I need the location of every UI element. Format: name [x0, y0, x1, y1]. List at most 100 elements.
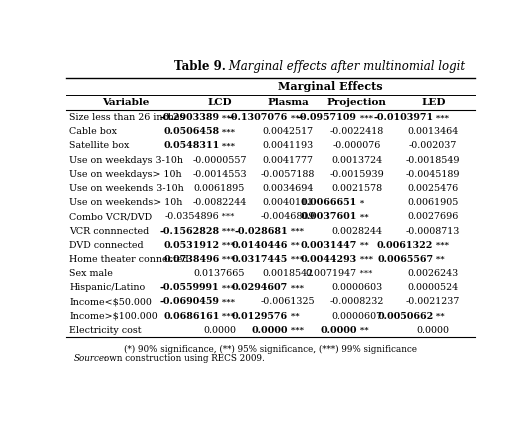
Text: -0.0022418: -0.0022418: [329, 127, 384, 136]
Text: 0.0042517: 0.0042517: [262, 127, 314, 136]
Text: 0.0000: 0.0000: [203, 326, 236, 335]
Text: ***: ***: [220, 142, 235, 150]
Text: 0.0000524: 0.0000524: [408, 283, 459, 292]
Text: -0.0021237: -0.0021237: [406, 298, 460, 306]
Text: 0.0129576: 0.0129576: [232, 312, 288, 321]
Text: ***: ***: [356, 114, 373, 122]
Text: -0.0045189: -0.0045189: [406, 170, 460, 179]
Text: ***: ***: [433, 241, 449, 249]
Text: Income>$100.000: Income>$100.000: [69, 312, 158, 321]
Text: Source:: Source:: [73, 354, 107, 363]
Text: (*) 90% significance, (**) 95% significance, (***) 99% significance: (*) 90% significance, (**) 95% significa…: [124, 344, 417, 354]
Text: 0.0026243: 0.0026243: [408, 269, 459, 278]
Text: Use on weekdays> 10h: Use on weekdays> 10h: [69, 170, 182, 179]
Text: -0.0018549: -0.0018549: [406, 156, 460, 165]
Text: 0.0061895: 0.0061895: [194, 184, 245, 193]
Text: ***: ***: [288, 326, 304, 334]
Text: 0.0000: 0.0000: [417, 326, 450, 335]
Text: ***: ***: [220, 312, 235, 320]
Text: ***: ***: [220, 298, 235, 306]
Text: ***: ***: [288, 114, 304, 122]
Text: -0.0957109: -0.0957109: [297, 113, 356, 122]
Text: **: **: [288, 241, 299, 249]
Text: -0.0000557: -0.0000557: [192, 156, 247, 165]
Text: Cable box: Cable box: [69, 127, 117, 136]
Text: Marginal Effects: Marginal Effects: [278, 81, 382, 92]
Text: Sex male: Sex male: [69, 269, 113, 278]
Text: 0.0066651: 0.0066651: [300, 198, 356, 207]
Text: 0.0294607: 0.0294607: [232, 283, 288, 292]
Text: 0.0028244: 0.0028244: [331, 226, 382, 235]
Text: Table 9.: Table 9.: [174, 60, 227, 72]
Text: ***: ***: [288, 227, 304, 235]
Text: ***: ***: [220, 213, 235, 221]
Text: 0.0040111: 0.0040111: [262, 198, 314, 207]
Text: -0.0008713: -0.0008713: [406, 226, 460, 235]
Text: Plasma: Plasma: [267, 98, 309, 107]
Text: 0.0018542: 0.0018542: [262, 269, 314, 278]
Text: 0.0000: 0.0000: [251, 326, 288, 335]
Text: ***: ***: [433, 114, 449, 122]
Text: ***: ***: [288, 284, 304, 292]
Text: 0.0021578: 0.0021578: [331, 184, 382, 193]
Text: **: **: [356, 213, 368, 221]
Text: 0.0000603: 0.0000603: [331, 283, 382, 292]
Text: -0.0057188: -0.0057188: [261, 170, 315, 179]
Text: 0.0506458: 0.0506458: [163, 127, 220, 136]
Text: -0.0061325: -0.0061325: [261, 298, 315, 306]
Text: 0.0686161: 0.0686161: [163, 312, 220, 321]
Text: -0.0014553: -0.0014553: [192, 170, 247, 179]
Text: 0.0065567: 0.0065567: [377, 255, 433, 264]
Text: Combo VCR/DVD: Combo VCR/DVD: [69, 212, 153, 221]
Text: -0.0354896: -0.0354896: [165, 212, 220, 221]
Text: ***: ***: [288, 256, 304, 264]
Text: -0.1307076: -0.1307076: [228, 113, 288, 122]
Text: 0.0034694: 0.0034694: [262, 184, 314, 193]
Text: ***: ***: [356, 256, 373, 264]
Text: 0.0025476: 0.0025476: [408, 184, 459, 193]
Text: 0.0531912: 0.0531912: [163, 241, 220, 250]
Text: Use on weekdays 3-10h: Use on weekdays 3-10h: [69, 156, 183, 165]
Text: -0.028681: -0.028681: [234, 226, 288, 235]
Text: Electricity cost: Electricity cost: [69, 326, 142, 335]
Text: Variable: Variable: [102, 98, 149, 107]
Text: 0.0000: 0.0000: [320, 326, 356, 335]
Text: Satellite box: Satellite box: [69, 141, 130, 150]
Text: own construction using RECS 2009.: own construction using RECS 2009.: [103, 354, 265, 363]
Text: Use on weekends> 10h: Use on weekends> 10h: [69, 198, 183, 207]
Text: ***: ***: [220, 128, 235, 136]
Text: Home theater connected: Home theater connected: [69, 255, 189, 264]
Text: 0.0041193: 0.0041193: [262, 141, 314, 150]
Text: **: **: [356, 241, 368, 249]
Text: -0.000076: -0.000076: [332, 141, 381, 150]
Text: ***: ***: [220, 284, 235, 292]
Text: **: **: [433, 256, 445, 264]
Text: ***: ***: [220, 241, 235, 249]
Text: -0.0690459: -0.0690459: [159, 298, 220, 306]
Text: **: **: [288, 312, 299, 320]
Text: **: **: [433, 312, 445, 320]
Text: -0.002037: -0.002037: [409, 141, 457, 150]
Text: ***: ***: [356, 269, 372, 277]
Text: 0.0000607: 0.0000607: [331, 312, 382, 321]
Text: 0.0044293: 0.0044293: [300, 255, 356, 264]
Text: Use on weekends 3-10h: Use on weekends 3-10h: [69, 184, 184, 193]
Text: 0.0061322: 0.0061322: [377, 241, 433, 250]
Text: LED: LED: [421, 98, 446, 107]
Text: Income<$50.000: Income<$50.000: [69, 298, 152, 306]
Text: 0.0013464: 0.0013464: [408, 127, 459, 136]
Text: 0.0071947: 0.0071947: [305, 269, 356, 278]
Text: VCR connnected: VCR connnected: [69, 226, 149, 235]
Text: 0.0140446: 0.0140446: [232, 241, 288, 250]
Text: -0.0103971: -0.0103971: [373, 113, 433, 122]
Text: Projection: Projection: [327, 98, 386, 107]
Text: -0.0559991: -0.0559991: [160, 283, 220, 292]
Text: LCD: LCD: [207, 98, 232, 107]
Text: 0.0037601: 0.0037601: [300, 212, 356, 221]
Text: Size less than 26 inches: Size less than 26 inches: [69, 113, 185, 122]
Text: 0.0548311: 0.0548311: [163, 141, 220, 150]
Text: *: *: [356, 199, 364, 207]
Text: 0.0317445: 0.0317445: [232, 255, 288, 264]
Text: Hispanic/Latino: Hispanic/Latino: [69, 283, 146, 292]
Text: ***: ***: [220, 114, 235, 122]
